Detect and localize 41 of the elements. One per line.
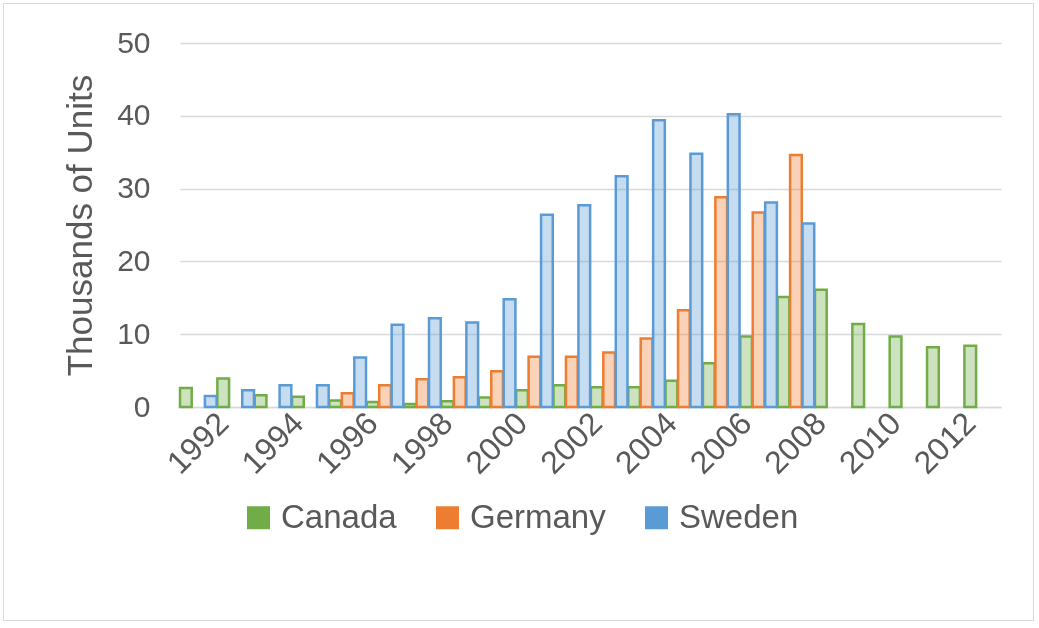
bar xyxy=(427,316,442,409)
bar xyxy=(539,213,555,409)
bar xyxy=(813,288,828,409)
legend-label: Canada xyxy=(281,497,398,535)
bar xyxy=(851,322,866,409)
bar xyxy=(651,118,667,409)
y-tick-label: 20 xyxy=(117,243,151,277)
y-tick-label: 50 xyxy=(117,25,151,59)
bar xyxy=(216,377,231,409)
y-tick-label: 0 xyxy=(133,389,151,423)
y-axis-title: Thousands of Units xyxy=(60,74,100,377)
bar xyxy=(415,378,430,409)
bar xyxy=(315,383,330,409)
y-tick-label: 40 xyxy=(117,98,151,132)
y-tick-label: 10 xyxy=(117,316,151,350)
legend-label: Germany xyxy=(470,497,607,535)
bar xyxy=(602,351,617,409)
bar xyxy=(751,211,766,409)
bar xyxy=(353,356,368,409)
bar xyxy=(527,355,542,409)
bar xyxy=(801,222,816,409)
bar xyxy=(763,201,779,409)
bar xyxy=(714,196,729,409)
legend-label: Sweden xyxy=(679,497,799,535)
bar xyxy=(689,152,704,409)
bar xyxy=(726,113,741,409)
bar xyxy=(963,344,978,409)
bar xyxy=(465,321,480,409)
bar xyxy=(888,335,903,409)
bar xyxy=(278,383,293,409)
bar xyxy=(925,346,940,409)
bar xyxy=(178,386,193,409)
bar xyxy=(614,174,629,409)
bar xyxy=(253,394,268,409)
bar xyxy=(502,298,517,409)
bar xyxy=(390,323,405,409)
bar xyxy=(241,389,256,409)
bar xyxy=(203,394,218,409)
y-tick-label: 30 xyxy=(117,171,151,205)
bar xyxy=(639,337,654,409)
bar xyxy=(577,204,592,409)
